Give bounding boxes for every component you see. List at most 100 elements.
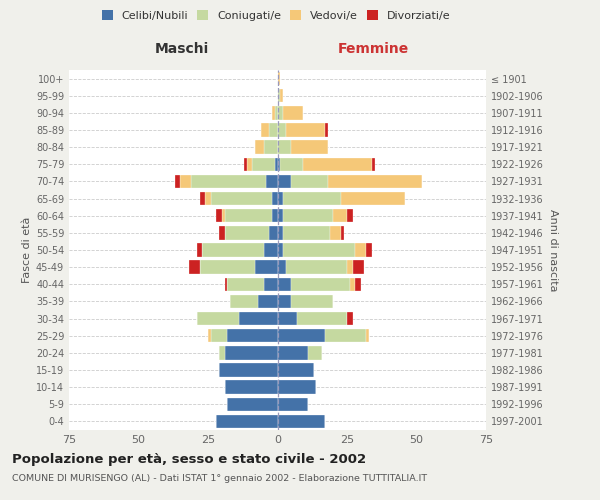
Bar bbox=[217, 414, 277, 428]
Bar bbox=[272, 209, 277, 222]
Bar bbox=[283, 226, 331, 239]
Bar bbox=[188, 260, 200, 274]
Text: Maschi: Maschi bbox=[154, 42, 209, 56]
Bar bbox=[219, 364, 277, 376]
Bar bbox=[272, 106, 275, 120]
Bar bbox=[283, 192, 341, 205]
Bar bbox=[280, 158, 302, 171]
Bar bbox=[277, 124, 286, 136]
Bar bbox=[283, 106, 302, 120]
Bar bbox=[247, 158, 253, 171]
Bar bbox=[277, 260, 286, 274]
Bar bbox=[367, 244, 372, 256]
Bar bbox=[277, 226, 283, 239]
Bar bbox=[277, 89, 280, 102]
Bar bbox=[292, 278, 350, 291]
Bar bbox=[255, 140, 263, 154]
Bar bbox=[205, 192, 211, 205]
Bar bbox=[244, 158, 247, 171]
Bar bbox=[286, 124, 325, 136]
Bar bbox=[197, 244, 202, 256]
Bar bbox=[277, 329, 325, 342]
Bar bbox=[297, 312, 347, 326]
Bar bbox=[341, 226, 344, 239]
Bar bbox=[275, 158, 277, 171]
Bar bbox=[355, 244, 367, 256]
Bar bbox=[372, 158, 375, 171]
Text: COMUNE DI MURISENGO (AL) - Dati ISTAT 1° gennaio 2002 - Elaborazione TUTTITALIA.: COMUNE DI MURISENGO (AL) - Dati ISTAT 1°… bbox=[12, 474, 427, 483]
Bar bbox=[224, 278, 227, 291]
Bar bbox=[266, 174, 277, 188]
Bar bbox=[277, 192, 283, 205]
Bar bbox=[308, 346, 322, 360]
Bar bbox=[277, 140, 292, 154]
Bar bbox=[347, 260, 353, 274]
Bar bbox=[350, 278, 355, 291]
Bar bbox=[277, 106, 283, 120]
Bar bbox=[325, 124, 328, 136]
Legend: Celibi/Nubili, Coniugati/e, Vedovi/e, Divorziati/e: Celibi/Nubili, Coniugati/e, Vedovi/e, Di… bbox=[100, 8, 452, 23]
Bar bbox=[292, 140, 328, 154]
Bar bbox=[277, 278, 292, 291]
Bar bbox=[180, 174, 191, 188]
Bar bbox=[280, 89, 283, 102]
Bar bbox=[175, 174, 180, 188]
Bar bbox=[277, 414, 325, 428]
Bar bbox=[200, 192, 205, 205]
Bar bbox=[269, 226, 277, 239]
Bar bbox=[277, 209, 283, 222]
Bar bbox=[224, 226, 269, 239]
Bar bbox=[277, 158, 280, 171]
Bar bbox=[258, 294, 277, 308]
Bar bbox=[355, 278, 361, 291]
Bar bbox=[219, 226, 224, 239]
Bar bbox=[191, 174, 266, 188]
Bar bbox=[211, 192, 272, 205]
Bar bbox=[224, 346, 277, 360]
Bar bbox=[263, 278, 277, 291]
Bar bbox=[272, 192, 277, 205]
Bar bbox=[277, 72, 280, 86]
Bar bbox=[277, 244, 283, 256]
Y-axis label: Fasce di età: Fasce di età bbox=[22, 217, 32, 283]
Bar bbox=[222, 209, 224, 222]
Bar bbox=[341, 192, 406, 205]
Bar bbox=[275, 106, 277, 120]
Bar bbox=[261, 124, 269, 136]
Bar bbox=[328, 174, 422, 188]
Bar bbox=[283, 209, 333, 222]
Bar bbox=[224, 209, 272, 222]
Bar bbox=[367, 329, 369, 342]
Bar bbox=[353, 260, 364, 274]
Bar bbox=[227, 329, 277, 342]
Bar bbox=[333, 209, 347, 222]
Bar bbox=[325, 329, 367, 342]
Text: Popolazione per età, sesso e stato civile - 2002: Popolazione per età, sesso e stato civil… bbox=[12, 454, 366, 466]
Bar bbox=[227, 398, 277, 411]
Bar bbox=[230, 294, 258, 308]
Bar bbox=[283, 244, 355, 256]
Bar bbox=[224, 380, 277, 394]
Bar bbox=[292, 174, 328, 188]
Bar bbox=[263, 244, 277, 256]
Bar bbox=[347, 312, 353, 326]
Bar bbox=[277, 294, 292, 308]
Bar bbox=[208, 329, 211, 342]
Bar bbox=[277, 346, 308, 360]
Text: Femmine: Femmine bbox=[338, 42, 409, 56]
Bar bbox=[277, 364, 314, 376]
Bar bbox=[277, 398, 308, 411]
Bar bbox=[277, 312, 297, 326]
Bar bbox=[255, 260, 277, 274]
Bar bbox=[286, 260, 347, 274]
Bar bbox=[277, 174, 292, 188]
Bar bbox=[263, 140, 277, 154]
Bar bbox=[227, 278, 263, 291]
Bar bbox=[277, 380, 316, 394]
Bar bbox=[197, 312, 239, 326]
Bar bbox=[202, 244, 263, 256]
Bar bbox=[219, 346, 224, 360]
Bar bbox=[347, 209, 353, 222]
Bar bbox=[302, 158, 372, 171]
Y-axis label: Anni di nascita: Anni di nascita bbox=[548, 209, 558, 291]
